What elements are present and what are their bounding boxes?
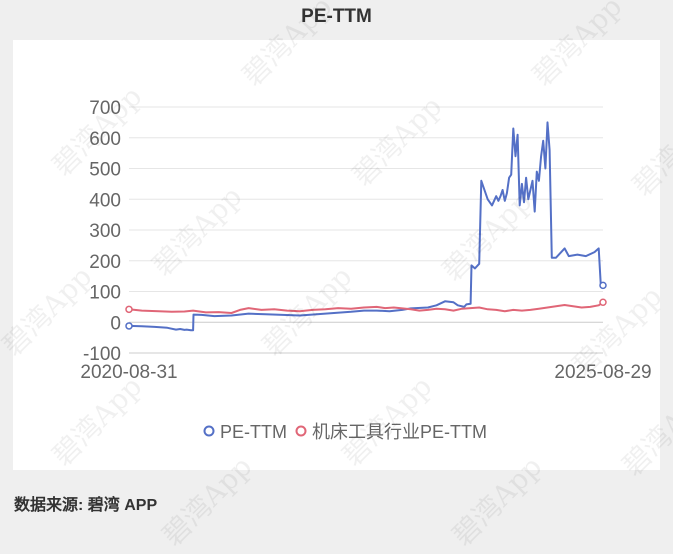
- chart-title: PE-TTM: [301, 6, 372, 27]
- y-tick-label: 400: [89, 190, 121, 211]
- y-tick-label: 100: [89, 283, 121, 304]
- y-tick-label: 300: [89, 221, 121, 242]
- legend-marker: [203, 425, 215, 437]
- y-tick-label: 600: [89, 129, 121, 150]
- series-start-point: [125, 322, 133, 330]
- y-tick-label: 500: [89, 160, 121, 181]
- y-tick-label: 0: [110, 313, 121, 334]
- grid-lines: [129, 106, 603, 354]
- legend-marker: [295, 425, 307, 437]
- series-lines: [125, 121, 607, 332]
- x-tick-label-start: 2020-08-31: [80, 362, 177, 383]
- series-end-point: [599, 281, 607, 290]
- chart-panel: 700 600 500 400 300 200 100 0 -100 2020-08-31 202…: [13, 40, 660, 470]
- x-tick-label-end: 2025-08-29: [554, 362, 651, 383]
- data-source-label: 数据来源: 碧湾 APP: [14, 497, 158, 514]
- y-tick-label: 200: [89, 252, 121, 273]
- y-axis-labels: 700 600 500 400 300 200 100 0 -100: [83, 98, 121, 365]
- series-start-point: [125, 305, 133, 314]
- y-tick-label: -100: [83, 344, 121, 365]
- legend-label-pe-ttm: PE-TTM: [220, 422, 287, 442]
- y-tick-label: 700: [89, 98, 121, 119]
- pe-ttm-line: [128, 121, 604, 332]
- industry-pe-ttm-line: [128, 301, 604, 314]
- legend: PE-TTM 机床工具行业PE-TTM: [203, 422, 487, 442]
- legend-label-industry: 机床工具行业PE-TTM: [312, 422, 487, 442]
- x-axis: 2020-08-31 2025-08-29: [80, 352, 652, 383]
- series-end-point: [599, 298, 607, 307]
